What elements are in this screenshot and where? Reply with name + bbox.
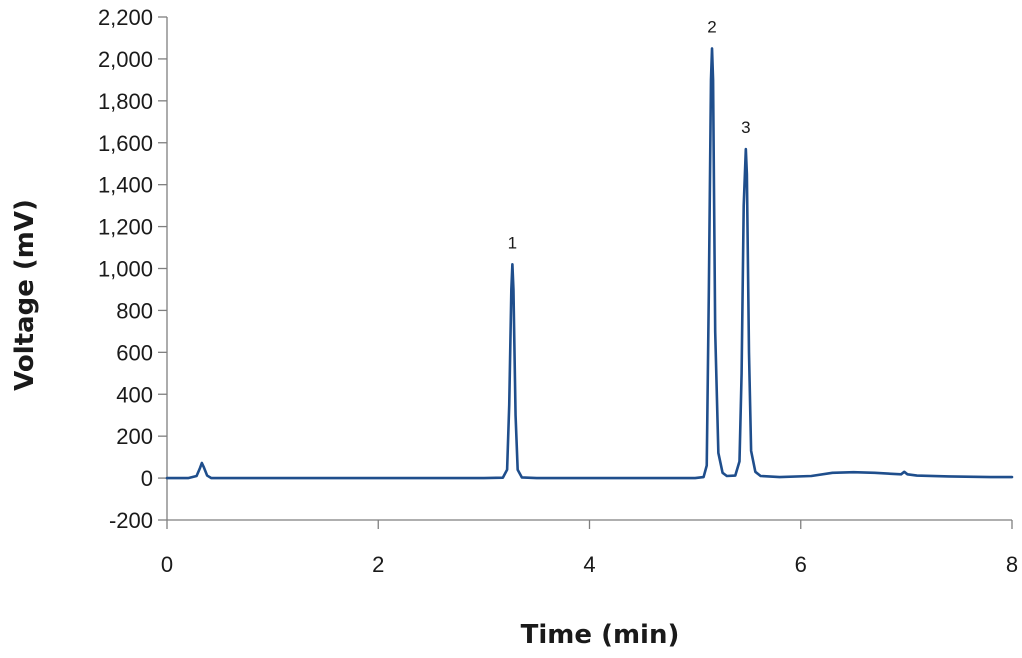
y-axis-title: Voltage (mV)	[10, 199, 40, 391]
y-tick-label: 1,600	[98, 131, 153, 156]
y-tick-label: 1,000	[98, 257, 153, 282]
y-tick-label: -200	[109, 508, 153, 533]
x-tick-label: 4	[583, 552, 595, 577]
y-tick-label: 2,000	[98, 47, 153, 72]
tick-marks	[158, 16, 1013, 529]
peak-label: 1	[508, 233, 517, 252]
x-axis-title: Time (min)	[521, 620, 680, 650]
peak-label: 3	[741, 118, 750, 137]
y-tick-label: 200	[116, 424, 153, 449]
x-tick-label: 0	[161, 552, 173, 577]
y-tick-labels: -200 0 200 400 600 800 1,000 1,200 1,400 1,600 1,8…	[98, 5, 153, 533]
series-group	[165, 47, 1014, 480]
x-tick-label: 6	[795, 552, 807, 577]
y-tick-label: 800	[116, 298, 153, 323]
y-tick-label: 0	[141, 466, 153, 491]
y-tick-label: 600	[116, 340, 153, 365]
x-tick-label: 8	[1006, 552, 1018, 577]
y-tick-label: 1,800	[98, 89, 153, 114]
y-tick-label: 400	[116, 382, 153, 407]
y-tick-label: 1,400	[98, 173, 153, 198]
y-tick-label: 1,200	[98, 215, 153, 240]
y-tick-label: 2,200	[98, 5, 153, 30]
x-tick-labels: 0 2 4 6 8	[161, 552, 1018, 577]
chromatogram-series-line	[165, 47, 1014, 480]
x-tick-label: 2	[372, 552, 384, 577]
peak-label: 2	[707, 17, 716, 36]
axes	[166, 17, 1012, 521]
peak-annotations: 1 2 3	[508, 17, 751, 252]
